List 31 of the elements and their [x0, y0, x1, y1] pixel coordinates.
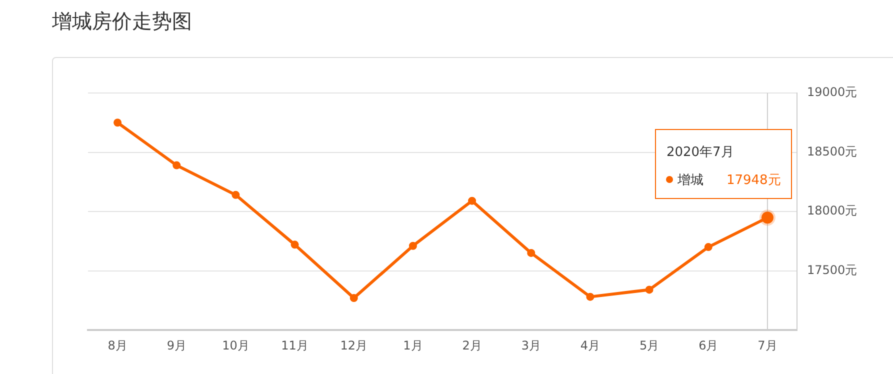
legend-label: 增城 — [677, 172, 704, 189]
point — [704, 243, 712, 252]
point — [645, 286, 654, 294]
x-tick-label: 2月 — [462, 338, 482, 352]
x-tick-label: 5月 — [639, 338, 660, 352]
point — [290, 240, 299, 249]
x-tick-label: 6月 — [698, 338, 718, 352]
data-label: 17948元 — [726, 172, 781, 189]
annotation: 2020年7月 — [666, 144, 734, 161]
point — [232, 190, 240, 199]
point — [527, 248, 536, 257]
point — [468, 196, 476, 205]
point — [350, 294, 358, 302]
y-tick-label: 18500元 — [807, 144, 858, 158]
y-tick-label: 18000元 — [807, 204, 858, 218]
x-tick-label: 1月 — [403, 338, 423, 352]
x-tick-label: 4月 — [580, 338, 600, 352]
point — [172, 161, 181, 170]
y-tick-label: 17500元 — [807, 262, 858, 277]
x-tick-label: 3月 — [521, 338, 541, 352]
x-tick-label: 9月 — [166, 338, 186, 352]
x-tick-label: 10月 — [222, 338, 250, 352]
x-tick-label: 12月 — [340, 338, 368, 352]
point — [408, 242, 417, 250]
point — [586, 292, 594, 301]
x-tick-label: 7月 — [758, 338, 778, 352]
x-tick-label: 11月 — [281, 338, 308, 352]
x-tick-label: 8月 — [108, 338, 128, 352]
chart-title: 增城房价走势图 — [52, 8, 192, 35]
y-tick-label: 19000元 — [807, 85, 858, 100]
point — [114, 118, 122, 127]
